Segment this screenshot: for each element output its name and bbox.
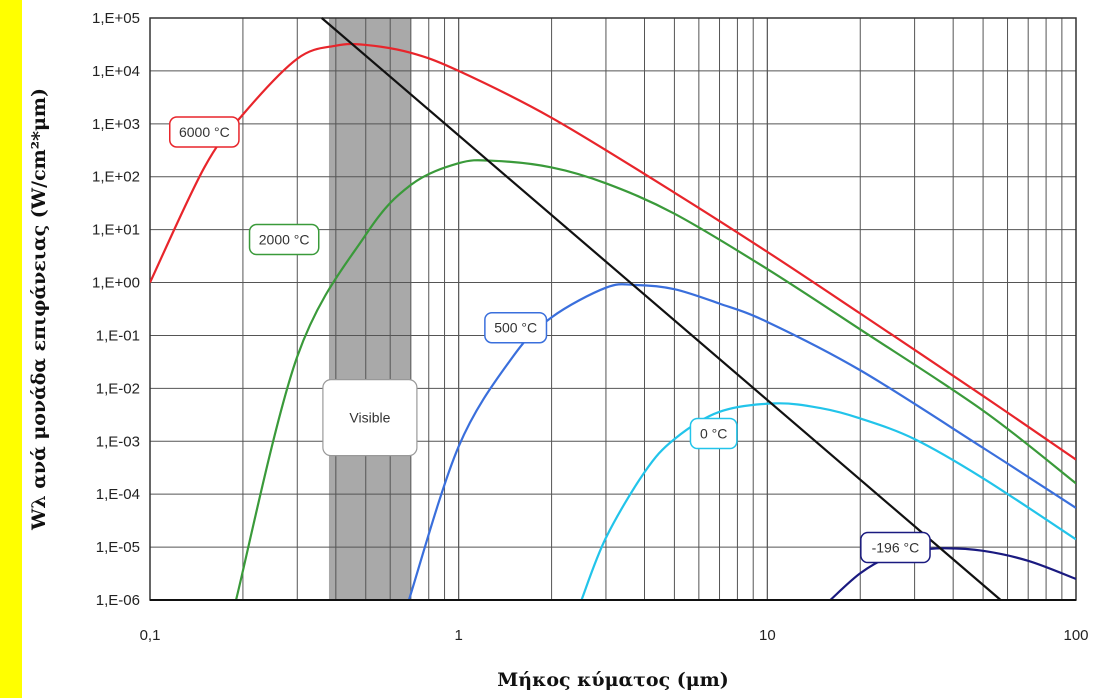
y-tick-label: 1,E-03 bbox=[96, 433, 140, 450]
y-tick-label: 1,E+05 bbox=[92, 10, 140, 27]
curve-label-text: 500 °C bbox=[494, 320, 537, 336]
y-tick-label: 1,E+01 bbox=[92, 222, 140, 239]
plot-frame bbox=[149, 17, 1077, 601]
curve-label-0: 6000 °C bbox=[169, 116, 240, 148]
y-tick-label: 1,E+00 bbox=[92, 275, 140, 292]
series-line-3 bbox=[580, 402, 1076, 600]
curve-label-box bbox=[248, 223, 320, 256]
y-axis-title: Wλ ανά μονάδα επιφάνειας (W/cm²*μm) bbox=[28, 88, 50, 531]
y-tick-label: 1,E-04 bbox=[96, 486, 140, 503]
series-line-0 bbox=[150, 42, 1076, 461]
visible-label-box bbox=[322, 379, 418, 457]
x-tick-label: 100 bbox=[1063, 627, 1088, 644]
curve-label-4: -196 °C bbox=[860, 531, 931, 564]
curve-label-box bbox=[860, 531, 931, 564]
curve-labels: 6000 °C 2000 °C 500 °C 0 °C -196 °C bbox=[169, 116, 931, 564]
curve-label-3: 0 °C bbox=[689, 417, 738, 450]
curve-label-text: -196 °C bbox=[872, 540, 920, 556]
x-axis-title: Μήκος κύματος (μm) bbox=[497, 669, 729, 691]
visible-label: Visible bbox=[322, 379, 418, 457]
y-tick-label: 1,E-02 bbox=[96, 380, 140, 397]
curve-label-box bbox=[484, 311, 548, 344]
tick-labels: 1,E-06 1,E-05 1,E-04 1,E-03 1,E-02 1,E-01 1,E+… bbox=[92, 10, 1088, 644]
y-tick-label: 1,E+02 bbox=[92, 169, 140, 186]
visible-band bbox=[328, 18, 411, 600]
x-tick-label: 0,1 bbox=[140, 627, 161, 644]
curve-label-box bbox=[169, 116, 240, 148]
curve-label-2: 500 °C bbox=[484, 311, 548, 344]
curve-label-text: 0 °C bbox=[700, 426, 727, 442]
series-curves bbox=[150, 42, 1076, 601]
series-line-1 bbox=[234, 159, 1076, 600]
y-tick-label: 1,E+03 bbox=[92, 116, 140, 133]
y-tick-label: 1,E-05 bbox=[96, 539, 140, 556]
x-tick-label: 1 bbox=[454, 627, 462, 644]
y-tick-label: 1,E-06 bbox=[96, 592, 140, 609]
wien-displacement-line bbox=[320, 17, 1002, 601]
side-strip bbox=[0, 0, 22, 698]
series-line-2 bbox=[407, 283, 1076, 600]
y-tick-label: 1,E-01 bbox=[96, 327, 140, 344]
y-tick-label: 1,E+04 bbox=[92, 63, 140, 80]
grid bbox=[149, 17, 1077, 601]
curve-label-text: 6000 °C bbox=[179, 124, 230, 140]
curve-label-1: 2000 °C bbox=[248, 223, 320, 256]
visible-label-text: Visible bbox=[349, 410, 390, 426]
x-tick-label: 10 bbox=[759, 627, 776, 644]
curve-label-box bbox=[689, 417, 738, 450]
curve-label-text: 2000 °C bbox=[259, 232, 310, 248]
